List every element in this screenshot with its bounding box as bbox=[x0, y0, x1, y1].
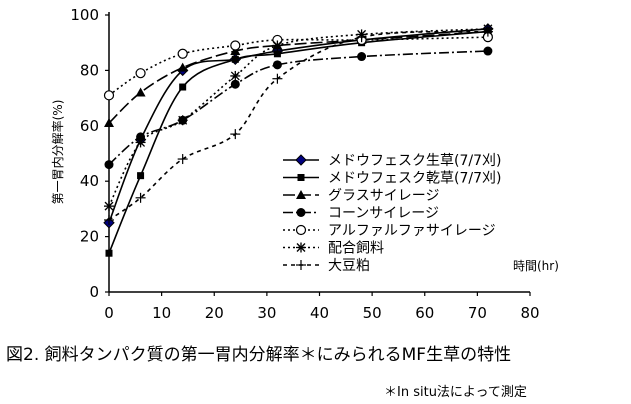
y-tick-label: 100 bbox=[70, 6, 99, 24]
data-point bbox=[230, 129, 241, 140]
data-point bbox=[230, 40, 241, 51]
x-axis-title: 時間(hr) bbox=[513, 259, 559, 273]
data-point bbox=[483, 46, 493, 56]
y-tick-label: 80 bbox=[80, 61, 99, 79]
series-line bbox=[108, 30, 488, 221]
legend-label: 大豆粕 bbox=[328, 258, 370, 274]
data-point bbox=[104, 214, 114, 225]
x-tick-label: 0 bbox=[104, 304, 114, 322]
legend-label: 配合飼料 bbox=[328, 241, 384, 257]
data-point bbox=[272, 60, 282, 70]
data-point bbox=[177, 48, 188, 59]
series-2 bbox=[104, 26, 493, 128]
x-tick-label: 10 bbox=[152, 304, 171, 322]
figure-caption: 図2. 飼料タンパク質の第一胃内分解率＊にみられるMF生草の特性 bbox=[6, 345, 512, 365]
data-point bbox=[296, 208, 306, 217]
legend-item: 配合飼料 bbox=[283, 241, 384, 257]
data-point bbox=[104, 201, 114, 212]
data-point bbox=[295, 224, 307, 236]
x-tick-label: 20 bbox=[205, 304, 224, 322]
y-tick-label: 40 bbox=[80, 172, 99, 190]
legend-item: アルファルファサイレージ bbox=[283, 223, 496, 239]
chart: 0 20 40 60 80 100 0 10 20 30 40 50 60 70 80 メドウフェスク生草(… bbox=[50, 6, 559, 322]
data-point bbox=[104, 118, 114, 128]
legend-label: メドウフェスク乾草(7/7刈) bbox=[328, 171, 501, 187]
y-axis-title: 第一胃内分解率(%) bbox=[50, 100, 65, 205]
x-tick-label: 70 bbox=[468, 304, 487, 322]
x-tick-label: 40 bbox=[310, 304, 329, 322]
data-point bbox=[135, 68, 146, 79]
legend-item: メドウフェスク生草(7/7刈) bbox=[283, 153, 501, 169]
data-point bbox=[272, 40, 283, 51]
x-tick-label: 30 bbox=[257, 304, 276, 322]
x-tick-label: 80 bbox=[520, 304, 539, 322]
data-point bbox=[177, 62, 188, 72]
data-point bbox=[137, 172, 145, 180]
data-point bbox=[104, 160, 114, 170]
data-point bbox=[135, 192, 146, 203]
series-4 bbox=[103, 32, 493, 101]
data-point bbox=[231, 55, 239, 63]
series-layer bbox=[103, 23, 494, 257]
data-point bbox=[273, 50, 281, 58]
legend-label: コーンサイレージ bbox=[328, 206, 439, 222]
legend-item: メドウフェスク乾草(7/7刈) bbox=[283, 171, 501, 187]
footnote: ＊In situ法によって測定 bbox=[384, 385, 527, 400]
legend-label: メドウフェスク生草(7/7刈) bbox=[328, 153, 501, 169]
data-point bbox=[179, 83, 187, 91]
data-point bbox=[272, 73, 283, 84]
y-tick-label: 60 bbox=[80, 117, 99, 135]
legend: メドウフェスク生草(7/7刈) メドウフェスク乾草(7/7刈)グラスサイレージコー… bbox=[283, 153, 501, 274]
y-tick-label: 0 bbox=[89, 283, 99, 301]
data-point bbox=[103, 90, 115, 101]
data-point bbox=[177, 115, 188, 126]
data-point bbox=[177, 154, 188, 165]
data-point bbox=[296, 242, 306, 253]
data-point bbox=[482, 26, 493, 37]
series-5 bbox=[104, 23, 493, 212]
data-point bbox=[297, 174, 305, 181]
data-point bbox=[135, 137, 146, 148]
series-line bbox=[108, 50, 488, 166]
legend-label: アルファルファサイレージ bbox=[328, 223, 496, 239]
series-6 bbox=[104, 26, 493, 225]
legend-item: コーンサイレージ bbox=[283, 206, 439, 222]
legend-item: 大豆粕 bbox=[283, 258, 370, 274]
series-line bbox=[108, 36, 488, 96]
axes bbox=[108, 12, 530, 293]
data-point bbox=[135, 87, 146, 97]
legend-item: グラスサイレージ bbox=[283, 188, 439, 204]
x-tick-label: 50 bbox=[363, 304, 382, 322]
data-point bbox=[105, 249, 113, 257]
series-line bbox=[108, 30, 488, 124]
data-point bbox=[356, 32, 367, 43]
legend-label: グラスサイレージ bbox=[328, 188, 439, 204]
data-point bbox=[295, 154, 307, 166]
data-point bbox=[357, 52, 367, 62]
ticks: 0 20 40 60 80 100 0 10 20 30 40 50 60 70 80 bbox=[70, 6, 539, 322]
data-point bbox=[296, 190, 306, 199]
y-tick-label: 20 bbox=[80, 228, 99, 246]
x-tick-label: 60 bbox=[415, 304, 434, 322]
data-point bbox=[230, 79, 240, 89]
data-point bbox=[296, 260, 306, 270]
data-point bbox=[230, 70, 241, 81]
